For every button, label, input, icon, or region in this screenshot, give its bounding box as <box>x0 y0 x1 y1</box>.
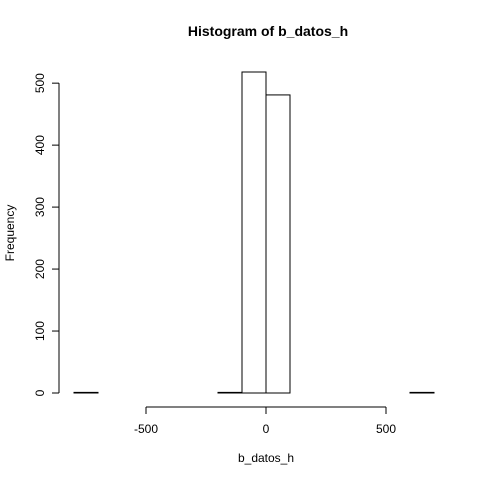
chart-title: Histogram of b_datos_h <box>188 23 348 39</box>
y-tick-label: 200 <box>33 259 47 279</box>
x-tick-label: -500 <box>134 422 158 436</box>
y-tick-label: 400 <box>33 135 47 155</box>
x-tick-label: 0 <box>263 422 270 436</box>
y-tick-label: 300 <box>33 197 47 217</box>
x-tick-label: 500 <box>376 422 396 436</box>
y-tick-label: 500 <box>33 73 47 93</box>
x-axis-label: b_datos_h <box>238 451 294 465</box>
y-tick-label: 0 <box>33 389 47 396</box>
histogram-bar <box>241 71 267 394</box>
histogram-bar <box>265 94 291 394</box>
histogram-bar <box>409 391 435 394</box>
bars-group <box>73 71 435 394</box>
histogram-bar <box>217 391 243 394</box>
y-axis: 0 100 200 300 400 500 <box>33 73 60 396</box>
y-axis-label: Frequency <box>3 205 17 262</box>
x-axis: -500 0 500 <box>134 406 396 436</box>
y-tick-label: 100 <box>33 321 47 341</box>
histogram-bar <box>73 391 99 394</box>
